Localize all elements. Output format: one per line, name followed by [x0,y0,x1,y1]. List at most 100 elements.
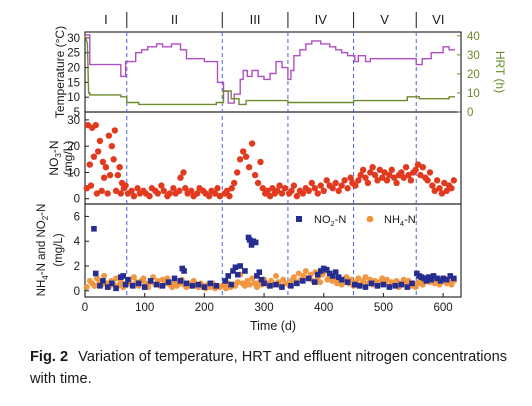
no3-point [114,171,122,179]
no3-point [320,187,327,195]
no2-point [113,285,119,292]
time-tick-label: 200 [195,302,214,314]
no2-point [320,265,327,272]
no2-point [332,269,339,275]
no3-point [371,171,379,179]
no3-point [273,187,281,195]
caption-label: Fig. 2 [30,349,69,365]
no3-point [86,161,93,168]
no2-point [317,268,324,274]
no2-point [451,275,457,282]
no3-point [374,177,381,184]
time-axis-ticks: 0 100 200 300 400 500 600 [82,293,453,314]
nh4-point [343,274,350,281]
no2-point [189,283,196,289]
no3-point [146,192,153,200]
no3-point [448,185,455,192]
temperature-tick-label: 15 [67,77,80,89]
no3-point [376,166,384,174]
phase-label: I [104,12,108,27]
no3-point [379,174,386,181]
no3-point [424,177,431,184]
no3-point [104,190,111,197]
no3-point [398,169,405,176]
no3-point [92,121,99,129]
no3-point [180,169,187,176]
no2-point [207,280,214,287]
figure-caption: Fig. 2 Variation of temperature, HRT and… [30,346,522,390]
no2-point [267,283,273,289]
no3-point [352,182,359,189]
time-tick-label: 300 [254,302,273,314]
no3-point [278,190,286,197]
no3-point [158,182,165,189]
no3-point [436,185,443,192]
temperature-tick-label: 25 [67,48,80,60]
legend-no2-marker [296,216,302,222]
no3-axis-label: NO3-N [47,140,63,175]
no3-point [231,179,238,187]
no2-point [109,280,115,287]
no3-point [388,166,395,174]
no3-point [390,174,398,181]
no3-point [405,171,412,179]
no3-point [407,177,415,184]
no2-point [443,276,450,283]
time-tick-label: 400 [314,302,333,314]
no3-point [308,179,315,187]
no3-point [254,179,262,187]
no2-point [159,283,166,289]
no2-point [120,273,126,279]
no2-point [91,226,97,232]
no3-point [381,169,388,176]
no3-point [281,185,289,192]
no3-point [335,187,342,195]
no2-point [261,280,267,287]
no2-point [213,283,220,289]
nh4-point [101,272,108,279]
temperature-tick-label: 5 [74,107,80,119]
no2-point [135,280,142,287]
nh4-point [355,275,362,282]
no2-point [344,279,351,285]
no3-point [102,164,110,171]
no3-axis-unit: (mg/L) [61,141,75,176]
no2-point [232,264,239,271]
no3-point [431,187,438,195]
nh4-no2-tick-label: 2 [74,261,80,273]
time-tick-label: 0 [82,302,88,314]
no3-point [160,187,167,195]
no2-point [165,279,172,285]
temperature-tick-label: 30 [67,33,80,45]
no2-point [329,273,336,279]
nh4-no2-tick-label: 4 [74,236,81,248]
no2-point [434,275,440,282]
no2-point [97,283,103,289]
no3-point [386,171,393,179]
no3-point [329,185,336,192]
phase-label: VI [432,12,444,27]
no3-point [205,192,213,200]
no2-point [311,279,318,285]
no3-point [194,190,201,197]
nh4-point [140,275,147,282]
no2-point [171,275,178,282]
hrt-tick-label: 30 [467,50,480,62]
no3-point [110,156,117,163]
nh4-point [234,279,241,286]
no2-point [92,270,99,277]
no3-point [182,185,189,192]
no2-point [225,273,232,279]
no2-point [288,283,294,289]
no3-point [228,185,236,192]
nh4-point [362,274,369,281]
no3-point [117,190,125,197]
no2-point [409,280,415,287]
no2-point [447,273,454,279]
no2-point [122,281,129,288]
temperature-tick-label: 20 [67,63,80,75]
no2-point [222,278,229,284]
phase-label: III [250,12,261,27]
no3-point [93,190,101,197]
no2-point [335,274,342,280]
